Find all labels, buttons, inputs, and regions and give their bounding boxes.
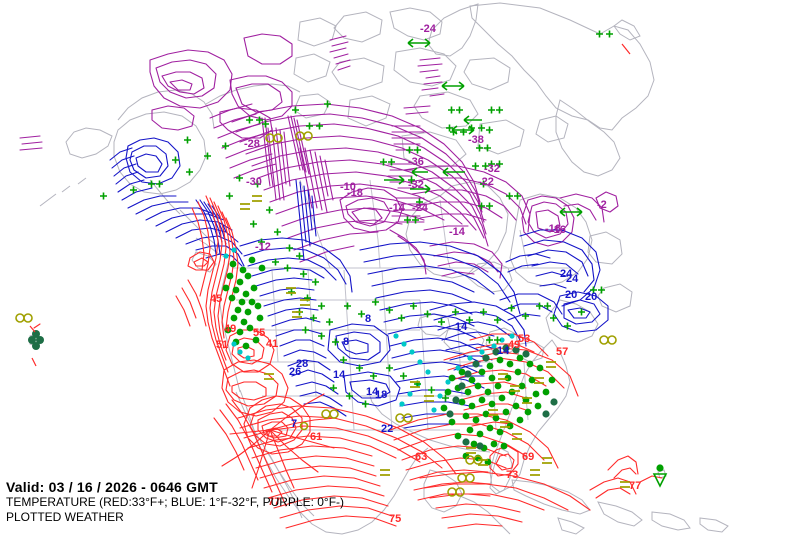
wind-arrow-group	[384, 38, 668, 488]
contour-label: 14	[455, 321, 468, 333]
contour-label: 45	[210, 293, 222, 305]
product-title-line: PLOTTED WEATHER	[6, 509, 124, 524]
contour-label: 8	[365, 313, 371, 325]
contour-label: 24	[560, 268, 573, 280]
mist-circle-group	[15, 131, 617, 497]
contour-label: 7	[291, 418, 297, 430]
contour-label: 14	[497, 345, 510, 357]
contour-label: -16	[550, 224, 566, 236]
contour-label: -12	[255, 241, 271, 253]
contour-label: -16	[545, 223, 561, 235]
contour-label: 18	[375, 389, 387, 401]
contour-label: 77	[629, 480, 641, 492]
contour-label: 77	[268, 496, 280, 508]
rain-symbol-group	[222, 256, 664, 472]
contour-label: -22	[478, 176, 494, 188]
contour-label: -24	[420, 23, 437, 35]
contour-label: 20	[585, 291, 597, 303]
contour-label: 69	[522, 451, 534, 463]
contour-label: 41	[266, 338, 278, 350]
contour-label: -14	[449, 226, 466, 238]
contour-label: 75	[389, 513, 401, 525]
contour-label: -30	[246, 176, 262, 188]
contour-label: 14	[366, 386, 379, 398]
valid-time-line: Valid: 03 / 16 / 2026 - 0646 GMT	[6, 479, 218, 495]
contour-label: 57	[556, 346, 568, 358]
contour-label: -24	[412, 202, 429, 214]
contour-label: -32	[408, 179, 424, 191]
contour-label: -10	[340, 181, 356, 193]
temperature-legend-line: TEMPERATURE (RED:33°F+; BLUE: 1°F-32°F, …	[6, 495, 345, 510]
contour-label: 20	[565, 289, 577, 301]
contour-label: -2	[597, 199, 607, 211]
fog-symbol-group	[240, 195, 630, 488]
contour-label: 22	[381, 423, 393, 435]
contour-label: -38	[468, 134, 484, 146]
snow-symbol-group	[100, 30, 613, 408]
contour-label: 26	[289, 366, 301, 378]
contour-label: -32	[484, 163, 500, 175]
contour-label: 51	[216, 339, 228, 351]
contour-label: 14	[333, 369, 346, 381]
station-mark-group	[29, 43, 631, 367]
contour-label: 63	[415, 451, 427, 463]
contour-label: -14	[389, 202, 406, 214]
contour-label: 53	[518, 333, 530, 345]
contour-label: 61	[310, 431, 322, 443]
contour-label: 55	[253, 327, 265, 339]
contour-label: 8	[343, 336, 349, 348]
contour-label: 49	[508, 339, 520, 351]
coastline-layer	[29, 2, 729, 535]
contour-label-layer: -38-36-32-32-30-28-24-24-22-18-16-16-14-…	[210, 23, 641, 525]
map-caption: Valid: 03 / 16 / 2026 - 0646 GMT TEMPERA…	[6, 480, 476, 523]
contour-label: 24	[566, 273, 579, 285]
contour-label: -36	[408, 156, 424, 168]
heavy-rain-symbol-group	[28, 330, 558, 450]
contour-label: 49	[224, 323, 236, 335]
contour-label: 28	[296, 358, 308, 370]
contour-label: -18	[347, 187, 363, 199]
contour-label: -28	[244, 138, 260, 150]
contour-label: 73	[506, 469, 518, 481]
